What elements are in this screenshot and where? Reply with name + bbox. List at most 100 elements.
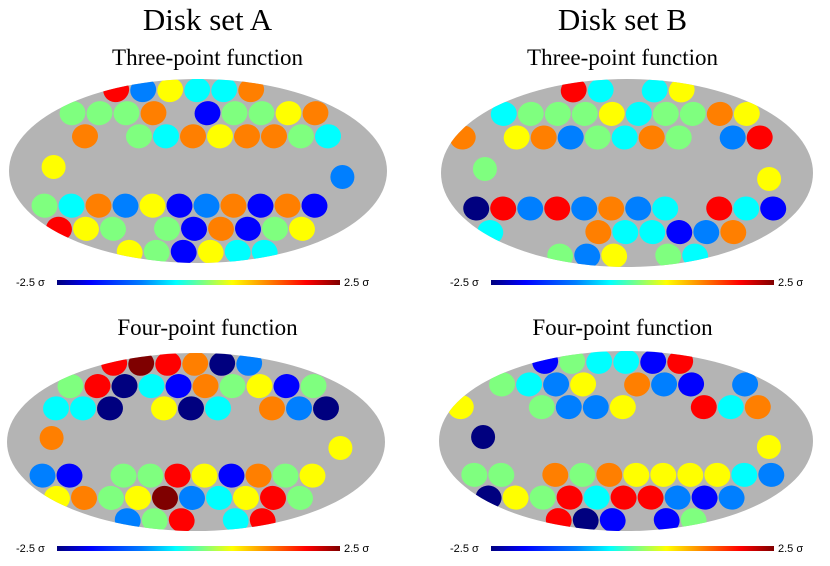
disk: [194, 101, 221, 126]
disk: [302, 101, 329, 126]
disk: [690, 395, 717, 420]
disk: [246, 374, 273, 399]
disk: [29, 463, 56, 488]
colorbar-gradient: [491, 280, 774, 285]
disk: [543, 372, 570, 397]
disk: [574, 243, 601, 267]
colorbar-b-three-point: -2.5 σ 2.5 σ: [450, 276, 816, 290]
disk: [517, 101, 544, 126]
colorbar-min-label: -2.5 σ: [450, 277, 479, 289]
disk: [731, 462, 758, 487]
disk: [139, 193, 166, 218]
disk: [262, 216, 288, 241]
disk: [205, 396, 231, 421]
disk: [56, 463, 83, 488]
map-title-b-four-point: Four-point function: [532, 315, 713, 340]
colorbar-min-label: -2.5 σ: [450, 543, 479, 555]
disk: [221, 101, 248, 126]
disk: [151, 396, 177, 421]
disk: [732, 372, 759, 397]
disk: [601, 243, 628, 267]
disk: [678, 372, 705, 397]
disk: [490, 196, 517, 221]
disk: [138, 374, 165, 399]
disk: [57, 374, 84, 399]
column-title-b: Disk set B: [557, 2, 688, 37]
disk: [571, 101, 598, 126]
disk: [84, 374, 111, 399]
colorbar-max-label: 2.5 σ: [344, 543, 370, 555]
disk: [639, 220, 666, 245]
disk: [192, 374, 219, 399]
disk: [489, 372, 516, 397]
disk: [704, 462, 731, 487]
disk: [555, 395, 582, 420]
disk: [583, 485, 610, 510]
disk: [596, 462, 623, 487]
disk: [733, 101, 760, 126]
disk: [165, 374, 192, 399]
disk: [637, 485, 664, 510]
disk: [598, 196, 625, 221]
disk: [587, 79, 614, 103]
disk: [624, 372, 651, 397]
colorbar-a-four-point: -2.5 σ 2.5 σ: [16, 542, 382, 556]
disk: [207, 124, 233, 149]
disk: [206, 485, 232, 510]
disk: [289, 216, 315, 241]
disk: [328, 436, 353, 460]
disk: [218, 463, 245, 488]
disk: [154, 216, 180, 241]
disk: [98, 485, 124, 510]
disk: [184, 79, 211, 103]
disk: [245, 463, 272, 488]
disk: [260, 485, 286, 510]
disk: [655, 243, 682, 267]
disk: [86, 101, 113, 126]
disk: [652, 101, 679, 126]
disk: [259, 396, 285, 421]
disk: [224, 239, 251, 263]
disk: [164, 463, 191, 488]
disk: [315, 124, 341, 149]
disk: [180, 124, 206, 149]
disk: [609, 395, 636, 420]
map-title-a-four-point: Four-point function: [117, 315, 298, 340]
disk: [113, 101, 140, 126]
disk: [193, 193, 220, 218]
disk: [640, 351, 667, 374]
disk: [112, 193, 139, 218]
disk: [313, 396, 339, 421]
disk: [612, 220, 639, 245]
disk: [85, 193, 112, 218]
disk: [733, 196, 760, 221]
disk: [191, 463, 218, 488]
disk: [599, 508, 626, 531]
disk: [572, 508, 599, 531]
disk: [247, 193, 274, 218]
disk: [125, 485, 151, 510]
disk: [238, 79, 265, 103]
disk: [59, 101, 86, 126]
disk: [638, 125, 665, 150]
disk: [760, 196, 787, 221]
disk: [718, 485, 745, 510]
disk: [137, 463, 164, 488]
disk-group: [447, 351, 785, 531]
disk: [275, 101, 302, 126]
disk: [516, 372, 543, 397]
disk: [665, 125, 692, 150]
disk: [170, 239, 197, 263]
disk: [299, 463, 326, 488]
map-title-b-three-point: Three-point function: [527, 45, 718, 70]
disk: [143, 239, 170, 263]
disk: [598, 101, 625, 126]
disk: [220, 193, 247, 218]
disk: [168, 508, 195, 531]
disk: [236, 353, 263, 376]
disk: [717, 395, 744, 420]
disk: [758, 462, 785, 487]
disk: [58, 193, 85, 218]
disk: [757, 167, 782, 191]
disk: [43, 396, 69, 421]
